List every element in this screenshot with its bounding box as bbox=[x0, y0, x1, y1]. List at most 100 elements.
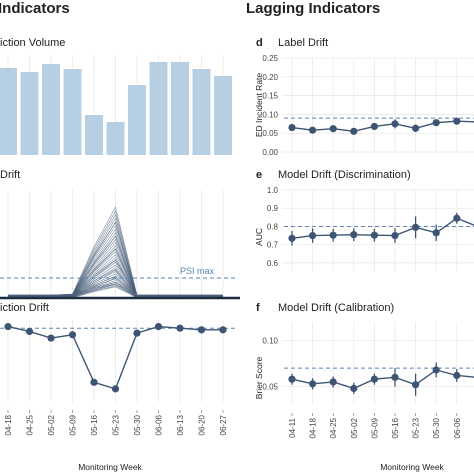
label-drift-y-tick-label: 0.25 bbox=[262, 54, 278, 63]
volume-bar bbox=[106, 122, 125, 155]
volume-bar bbox=[20, 72, 39, 155]
calibration-title: Model Drift (Calibration) bbox=[278, 302, 394, 314]
volume-bar bbox=[85, 115, 103, 155]
volume-bar bbox=[149, 62, 168, 155]
discrimination-y-label: AUC bbox=[254, 228, 264, 246]
discrimination-y-tick-label: 0.6 bbox=[267, 259, 279, 268]
prediction-drift-point bbox=[90, 378, 98, 386]
label-drift-point bbox=[329, 125, 337, 133]
panel-e-letter: e bbox=[256, 169, 262, 181]
volume-bar bbox=[214, 76, 232, 155]
right-x-tick-label: 05-16 bbox=[391, 417, 400, 438]
right-x-tick-label: 05-02 bbox=[350, 417, 359, 438]
left-x-tick-label: 05-02 bbox=[47, 414, 56, 435]
calibration-point bbox=[309, 380, 317, 388]
volume-bar bbox=[171, 62, 189, 155]
right-x-tick-label: 04-11 bbox=[288, 417, 297, 437]
label-drift-point bbox=[432, 119, 440, 127]
volume-bar bbox=[42, 64, 60, 155]
volume-bar bbox=[0, 68, 17, 155]
label-drift-point bbox=[350, 127, 358, 135]
left-x-tick-label: 05-16 bbox=[90, 414, 99, 435]
discrimination-point bbox=[432, 229, 440, 237]
calibration-y-tick-label: 0.10 bbox=[262, 336, 278, 345]
left-x-tick-label: 05-23 bbox=[112, 414, 121, 435]
discrimination-point bbox=[309, 231, 317, 240]
left-x-tick-label: 05-09 bbox=[69, 414, 78, 435]
volume-bar bbox=[128, 85, 146, 155]
discrimination-point bbox=[350, 231, 358, 239]
left-x-tick-label: 04-25 bbox=[26, 414, 35, 435]
calibration-point bbox=[432, 366, 440, 374]
prediction-drift-point bbox=[4, 322, 12, 331]
discrimination-y-tick-label: 0.7 bbox=[267, 241, 279, 250]
calibration-point bbox=[288, 375, 296, 383]
label-drift-point bbox=[370, 122, 378, 131]
label-drift-y-tick-label: 0.15 bbox=[262, 92, 278, 101]
psi-series-line bbox=[8, 213, 223, 297]
left-x-tick-label: 06-20 bbox=[198, 414, 207, 435]
calibration-line bbox=[291, 369, 474, 390]
left-x-axis-label: Monitoring Week bbox=[78, 462, 142, 472]
volume-bar bbox=[192, 69, 211, 155]
right-x-tick-label: 05-23 bbox=[412, 417, 421, 438]
calibration-y-tick-label: 0.05 bbox=[262, 383, 278, 392]
panel-f-letter: f bbox=[256, 302, 260, 314]
discrimination-y-tick-label: 0.9 bbox=[267, 204, 279, 213]
left-x-tick-label: 06-27 bbox=[219, 414, 228, 435]
discrimination-point bbox=[288, 234, 296, 242]
right-x-tick-label: 05-30 bbox=[432, 417, 441, 438]
label-drift-y-tick-label: 0.20 bbox=[262, 73, 278, 82]
prediction-drift-point bbox=[133, 329, 141, 337]
calibration-point bbox=[370, 375, 378, 383]
right-x-tick-label: 04-25 bbox=[329, 417, 338, 438]
discrimination-y-tick-label: 1.0 bbox=[267, 186, 279, 195]
label-drift-line bbox=[291, 120, 474, 133]
left-x-tick-label: 04-18 bbox=[4, 414, 13, 435]
prediction-drift-point bbox=[219, 326, 227, 334]
discrimination-title: Model Drift (Discrimination) bbox=[278, 169, 411, 181]
prediction-drift-point bbox=[47, 334, 55, 342]
label-drift-title: Label Drift bbox=[278, 37, 328, 49]
label-drift-y-tick-label: 0.05 bbox=[262, 129, 278, 138]
panel-d-letter: d bbox=[256, 37, 263, 49]
discrimination-point bbox=[370, 231, 378, 239]
label-drift-point bbox=[412, 124, 420, 132]
right-x-tick-label: 05-09 bbox=[370, 417, 379, 438]
discrimination-point bbox=[453, 214, 461, 222]
calibration-y-label: Brier Score bbox=[254, 356, 264, 399]
psi-series-line bbox=[8, 206, 223, 296]
prediction-drift-point bbox=[68, 331, 77, 339]
prediction-drift-point bbox=[154, 322, 163, 331]
feature-drift-title: Drift bbox=[0, 169, 20, 181]
prediction-drift-title: iction Drift bbox=[0, 302, 49, 314]
discrimination-line bbox=[291, 217, 474, 239]
prediction-drift-point bbox=[197, 326, 206, 334]
left-x-tick-label: 06-13 bbox=[176, 414, 185, 435]
discrimination-y-tick-label: 0.8 bbox=[267, 222, 279, 231]
discrimination-point bbox=[329, 231, 337, 239]
label-drift-y-label: ED Incident Rate bbox=[254, 73, 264, 138]
prediction-drift-point bbox=[111, 385, 120, 393]
right-x-tick-label: 06-06 bbox=[453, 417, 462, 438]
calibration-point bbox=[453, 371, 461, 380]
discrimination-point bbox=[391, 231, 399, 240]
label-drift-point bbox=[288, 123, 296, 132]
calibration-point bbox=[412, 381, 420, 389]
calibration-point bbox=[391, 373, 399, 381]
label-drift-point bbox=[391, 120, 399, 128]
chart-marks: PSI max 04-18 04-25 05-02 05-09 05-16 05-23 05-… bbox=[0, 54, 474, 438]
calibration-point bbox=[329, 378, 337, 386]
label-drift-point bbox=[309, 126, 317, 134]
label-drift-y-tick-label: 0.00 bbox=[262, 148, 278, 157]
right-x-axis-label: Monitoring Week bbox=[380, 462, 444, 472]
volume-title: iction Volume bbox=[0, 37, 65, 49]
label-drift-y-tick-label: 0.10 bbox=[262, 110, 278, 119]
psi-threshold-label: PSI max bbox=[180, 266, 215, 276]
prediction-drift-point bbox=[25, 327, 34, 336]
psi-series-line bbox=[8, 210, 223, 297]
left-x-tick-label: 05-30 bbox=[133, 414, 142, 435]
right-header: Lagging Indicators bbox=[246, 0, 380, 17]
volume-bar bbox=[63, 69, 82, 155]
